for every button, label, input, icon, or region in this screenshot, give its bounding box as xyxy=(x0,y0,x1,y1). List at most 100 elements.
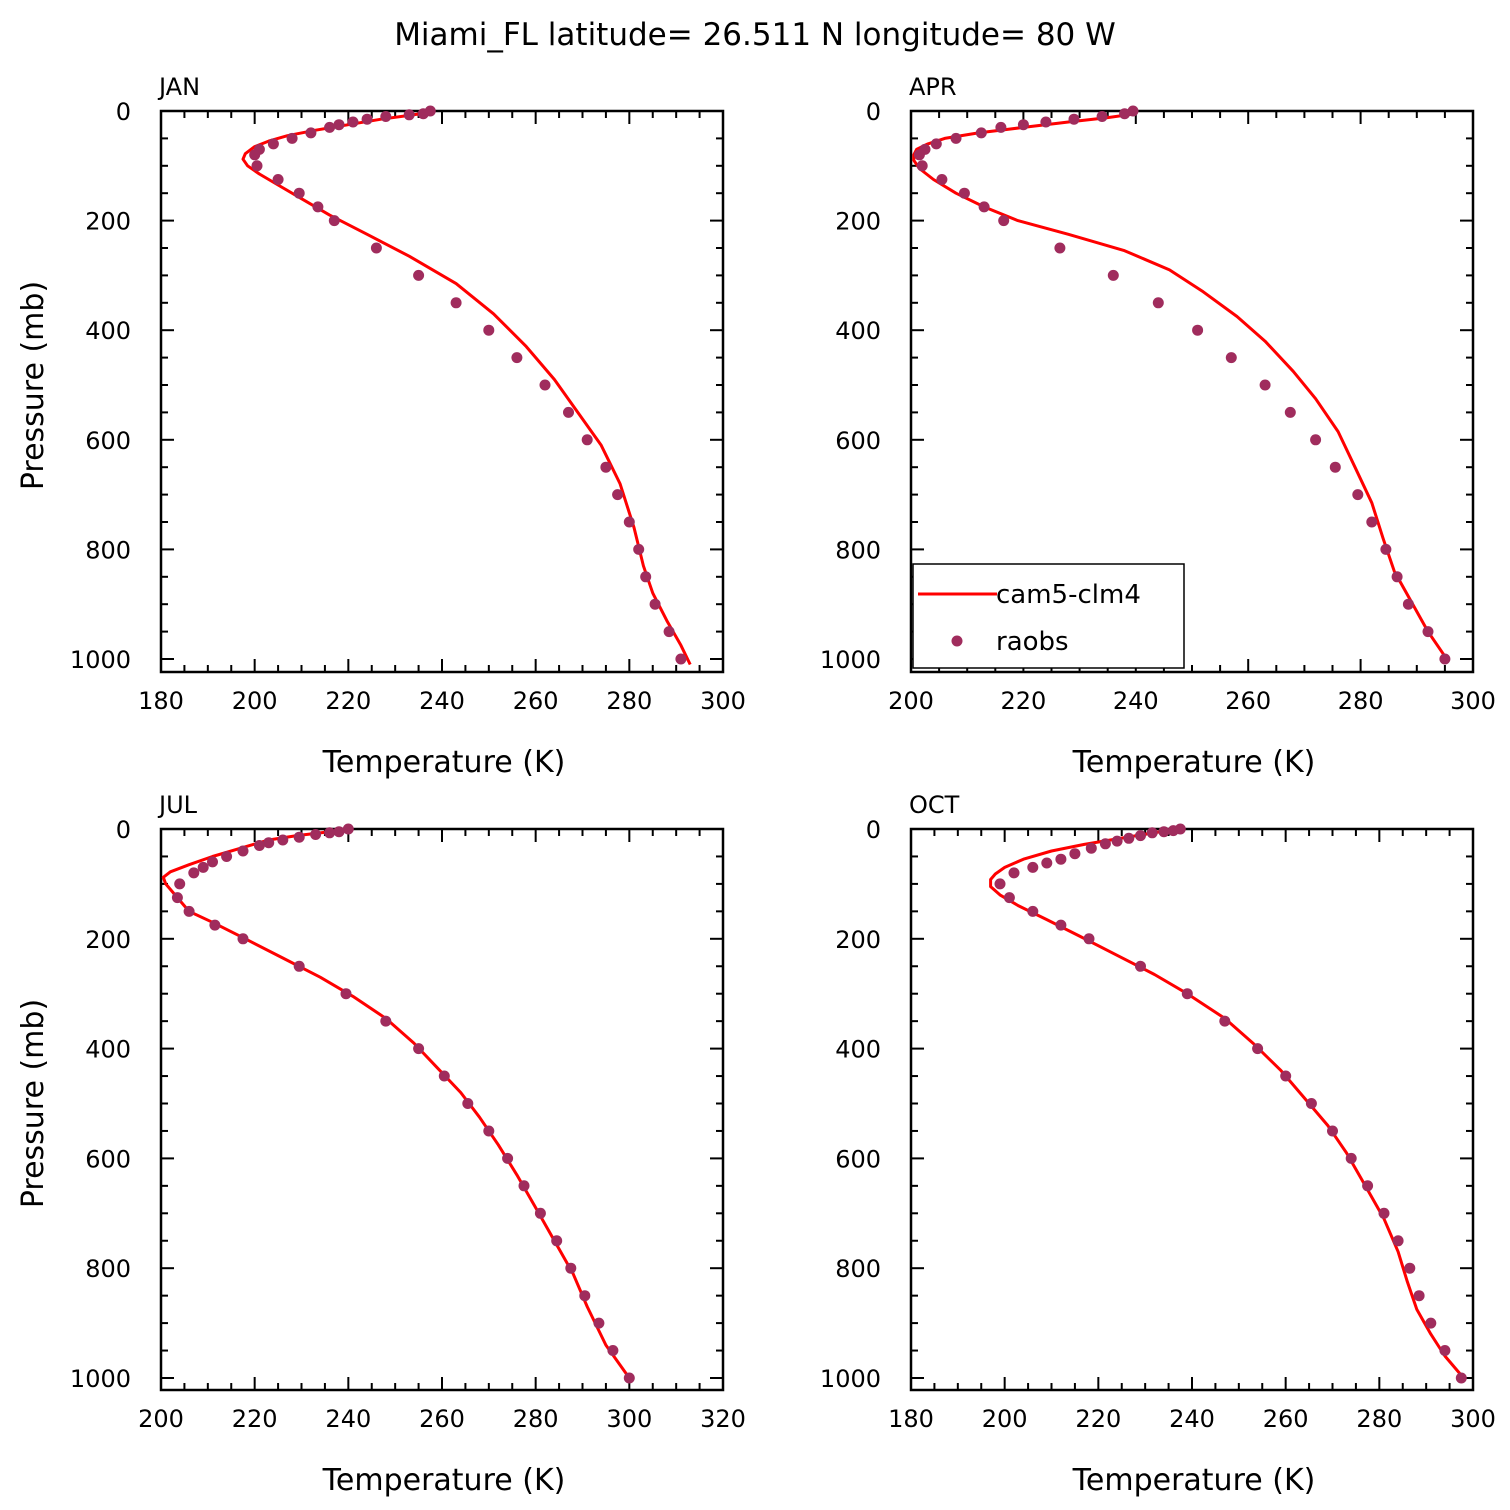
raobs-point xyxy=(1391,571,1403,583)
raobs-point xyxy=(188,867,200,879)
raobs-point xyxy=(277,834,289,846)
x-tick-label: 260 xyxy=(513,687,559,715)
raobs-point xyxy=(649,598,661,610)
x-tick-label: 220 xyxy=(1000,687,1046,715)
raobs-point xyxy=(293,831,305,843)
x-tick-label: 300 xyxy=(606,1405,652,1433)
x-tick-label: 280 xyxy=(1338,687,1384,715)
raobs-point xyxy=(612,489,624,501)
raobs-point xyxy=(607,1345,619,1356)
raobs-point xyxy=(539,379,551,391)
x-tick-label: 300 xyxy=(1450,1405,1496,1433)
raobs-point xyxy=(1127,105,1139,117)
y-tick-label: 800 xyxy=(835,536,881,564)
raobs-point xyxy=(333,119,345,131)
raobs-point xyxy=(579,1290,591,1302)
raobs-point xyxy=(950,132,962,144)
x-tick-label: 260 xyxy=(419,1405,465,1433)
x-tick-label: 280 xyxy=(513,1405,559,1433)
raobs-point xyxy=(1352,489,1364,501)
series-line-cam5-clm4 xyxy=(912,112,1447,658)
raobs-point xyxy=(1017,119,1029,131)
raobs-point xyxy=(1099,838,1111,850)
raobs-point xyxy=(413,269,425,281)
panel-month-label: OCT xyxy=(909,791,960,819)
raobs-point xyxy=(978,201,990,213)
raobs-point xyxy=(1378,1207,1390,1219)
x-tick-label: 220 xyxy=(325,687,371,715)
raobs-point xyxy=(417,108,429,120)
raobs-point xyxy=(1345,1152,1357,1164)
y-tick-label: 0 xyxy=(866,98,881,126)
raobs-point xyxy=(511,352,523,364)
x-tick-label: 180 xyxy=(888,1405,934,1433)
raobs-point xyxy=(221,851,233,862)
raobs-point xyxy=(998,215,1010,227)
y-tick-label: 800 xyxy=(85,536,131,564)
legend: cam5-clm4 raobs xyxy=(912,563,1185,669)
raobs-point xyxy=(197,861,209,873)
raobs-point xyxy=(183,905,195,917)
raobs-point xyxy=(1305,1098,1317,1109)
legend-label-cam5-clm4: cam5-clm4 xyxy=(996,580,1141,610)
raobs-point xyxy=(1055,853,1067,865)
raobs-point xyxy=(342,823,354,835)
raobs-point xyxy=(1158,826,1170,838)
raobs-point xyxy=(593,1317,605,1329)
x-tick-label: 240 xyxy=(419,687,465,715)
raobs-point xyxy=(1107,269,1119,281)
raobs-point xyxy=(1455,1372,1467,1384)
x-axis-label: Temperature (K) xyxy=(322,1463,566,1498)
y-tick-label: 0 xyxy=(116,816,131,844)
raobs-point xyxy=(370,242,382,254)
y-tick-label: 200 xyxy=(835,926,881,954)
y-tick-label: 800 xyxy=(835,1255,881,1283)
raobs-point xyxy=(1027,861,1039,873)
raobs-point xyxy=(1152,297,1164,309)
raobs-point xyxy=(1167,825,1179,837)
raobs-point xyxy=(1366,516,1378,528)
raobs-point xyxy=(174,878,186,890)
y-tick-label: 200 xyxy=(85,926,131,954)
raobs-point xyxy=(675,653,687,665)
raobs-point xyxy=(361,113,373,125)
raobs-point xyxy=(324,827,336,839)
x-tick-label: 220 xyxy=(232,1405,278,1433)
raobs-point xyxy=(1054,242,1066,254)
raobs-point xyxy=(286,132,298,144)
panel-apr: 200 220 240 260 280 300 0 200 400 600 800 1000 APR Te… xyxy=(820,73,1496,780)
raobs-point xyxy=(1329,461,1341,473)
y-tick-label: 400 xyxy=(835,1036,881,1064)
raobs-point xyxy=(502,1152,514,1164)
panel-month-label: JUL xyxy=(157,791,198,819)
raobs-point xyxy=(1225,352,1237,364)
raobs-point xyxy=(936,174,948,185)
raobs-point xyxy=(263,837,275,849)
raobs-point xyxy=(462,1098,474,1109)
y-tick-label: 600 xyxy=(85,427,131,455)
x-axis-label: Temperature (K) xyxy=(322,745,566,780)
raobs-point xyxy=(1083,933,1095,945)
raobs-point xyxy=(518,1180,530,1192)
raobs-point xyxy=(958,187,970,199)
panel-jul: 200 220 240 260 280 300 320 0 200 400 600 800 1000 JU… xyxy=(16,791,746,1498)
x-tick-label: 280 xyxy=(1356,1405,1402,1433)
raobs-point xyxy=(380,111,392,122)
raobs-point xyxy=(272,174,284,185)
y-tick-label: 800 xyxy=(85,1255,131,1283)
raobs-point xyxy=(1111,835,1123,847)
figure-title: Miami_FL latitude= 26.511 N longitude= 8… xyxy=(394,17,1116,53)
raobs-point xyxy=(1259,379,1271,391)
raobs-point xyxy=(209,919,221,931)
series-line-cam5-clm4 xyxy=(989,827,1465,1379)
raobs-point xyxy=(1055,919,1067,931)
raobs-point xyxy=(1362,1180,1374,1192)
raobs-point xyxy=(1439,653,1451,665)
raobs-point xyxy=(1181,988,1193,1000)
y-tick-label: 200 xyxy=(85,208,131,236)
raobs-point xyxy=(1402,598,1414,610)
raobs-point xyxy=(1380,543,1392,555)
raobs-point xyxy=(450,297,462,309)
x-tick-label: 280 xyxy=(606,687,652,715)
raobs-point xyxy=(347,116,359,128)
